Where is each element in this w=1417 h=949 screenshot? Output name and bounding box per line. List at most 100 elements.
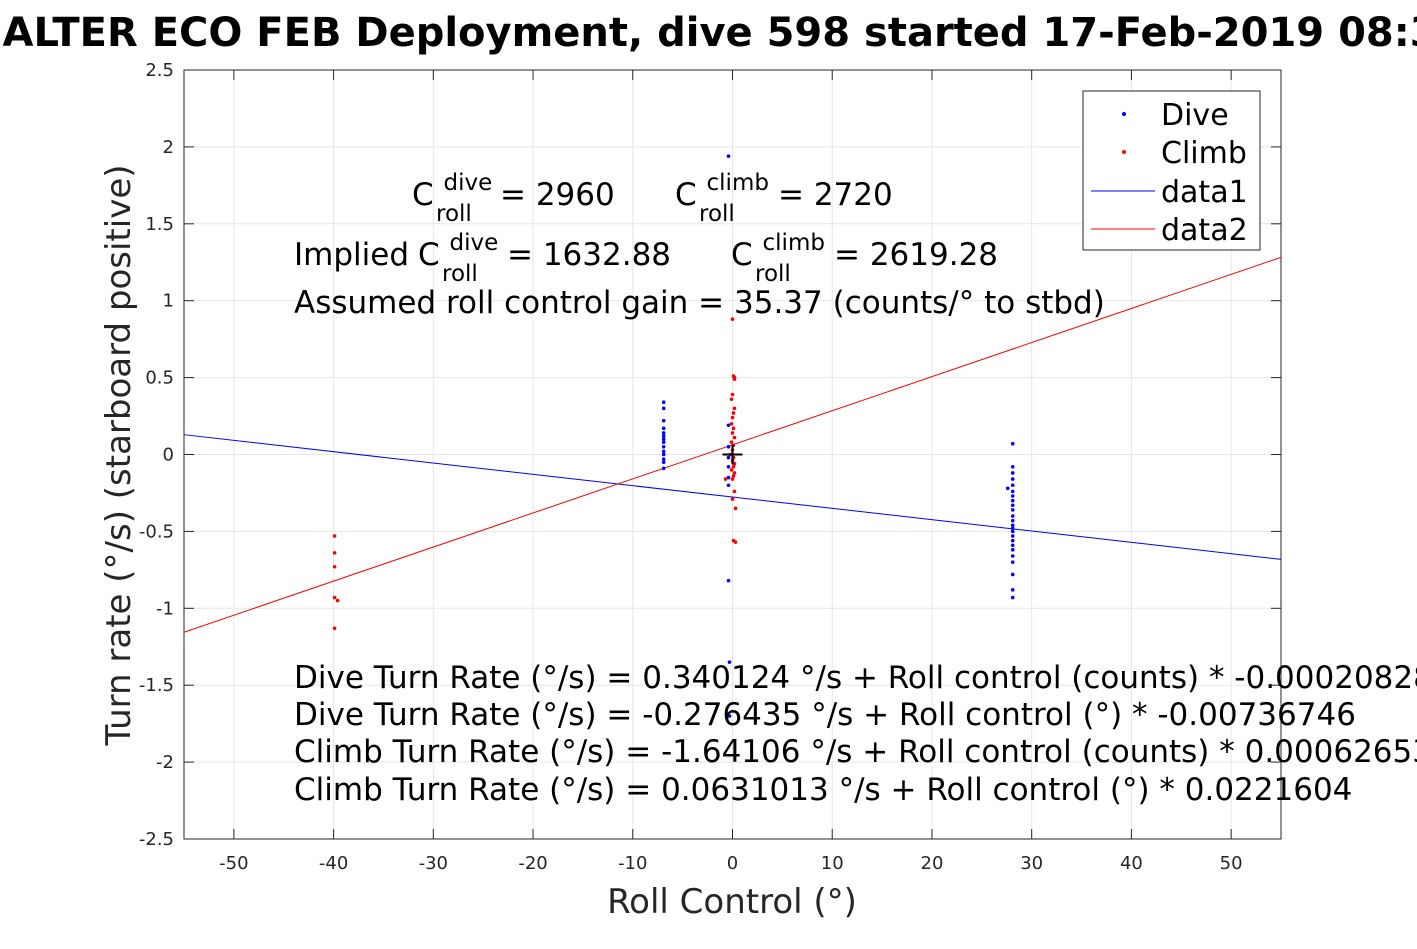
- point-dive: [1010, 588, 1015, 592]
- point-dive: [661, 460, 666, 464]
- point-dive: [661, 445, 666, 449]
- point-dive: [1010, 471, 1015, 475]
- point-dive: [661, 434, 666, 438]
- point-dive: [1010, 498, 1015, 503]
- point-climb: [730, 392, 735, 397]
- point-dive: [1010, 514, 1015, 518]
- point-climb: [733, 540, 738, 544]
- implied-prefix: Implied: [294, 237, 419, 273]
- fit-line-data1: [183, 434, 1282, 560]
- c-climb-implied-annotation: C climb roll = 2619.28: [731, 222, 998, 289]
- point-dive: [726, 475, 731, 480]
- point-dive: [661, 440, 666, 444]
- point-dive: [1010, 554, 1015, 558]
- point-climb: [332, 551, 337, 555]
- y-tick-label: 1.5: [145, 214, 174, 235]
- point-climb: [729, 421, 734, 426]
- c-dive-set-sup: dive: [444, 170, 493, 196]
- y-tick-label: 0: [163, 445, 174, 466]
- point-dive: [1005, 486, 1010, 491]
- gain-annotation: Assumed roll control gain = 35.37 (count…: [294, 285, 1105, 321]
- c-climb-implied-sub: roll: [755, 261, 791, 287]
- c-climb-set-sup: climb: [707, 170, 769, 196]
- legend-dive-label: Dive: [1161, 98, 1229, 133]
- point-dive: [1010, 489, 1015, 494]
- c-climb-set-sub: roll: [699, 201, 735, 227]
- fit-equation-climb-degrees: Climb Turn Rate (°/s) = 0.0631013 °/s + …: [294, 772, 1352, 808]
- y-tick-label: -2: [156, 752, 174, 773]
- point-dive: [726, 455, 731, 460]
- y-tick-label: 2: [163, 137, 174, 158]
- point-dive: [726, 578, 731, 583]
- point-dive: [1010, 595, 1015, 600]
- c-climb-implied-sup: climb: [763, 230, 825, 256]
- point-dive: [661, 426, 666, 431]
- c-climb-set-value: = 2720: [778, 177, 893, 213]
- point-dive: [661, 452, 666, 457]
- point-dive: [661, 400, 666, 405]
- legend-climb-swatch: [1122, 150, 1126, 154]
- chart-title: SG ALTER ECO FEB Deployment, dive 598 st…: [0, 10, 1417, 56]
- point-dive: [1010, 477, 1015, 481]
- c-dive-implied-value: = 1632.88: [507, 237, 671, 273]
- x-tick-label: -50: [219, 853, 248, 874]
- y-tick-label: -0.5: [139, 521, 174, 542]
- point-dive: [1010, 441, 1015, 446]
- point-dive: [661, 457, 666, 461]
- point-dive: [1010, 538, 1015, 543]
- c-climb-set-base: C: [675, 177, 697, 213]
- y-tick-label: -1: [156, 598, 174, 619]
- c-dive-implied-sub: roll: [442, 261, 478, 287]
- c-dive-set-value: = 2960: [500, 177, 615, 213]
- x-tick-label: -10: [618, 853, 647, 874]
- implied-annotation: Implied C dive roll = 1632.88: [294, 222, 671, 289]
- point-climb: [731, 465, 736, 469]
- point-dive: [726, 154, 731, 158]
- point-dive: [1010, 543, 1015, 548]
- fit-equation-dive-counts: Dive Turn Rate (°/s) = 0.340124 °/s + Ro…: [294, 660, 1417, 696]
- point-dive: [726, 423, 731, 428]
- point-dive: [1010, 523, 1015, 528]
- axes-box: [183, 69, 1282, 840]
- c-climb-set-annotation: C climb roll = 2720: [675, 162, 893, 229]
- x-tick-label: 40: [1120, 853, 1143, 874]
- x-tick-label: -20: [518, 853, 547, 874]
- x-tick-label: 50: [1220, 853, 1243, 874]
- point-dive: [661, 431, 666, 435]
- point-dive: [661, 437, 666, 441]
- point-climb: [732, 406, 737, 411]
- point-climb: [723, 477, 728, 481]
- point-dive: [1010, 503, 1015, 508]
- c-climb-implied-base: C: [731, 237, 753, 273]
- point-climb: [732, 375, 737, 380]
- legend-climb-label: Climb: [1161, 136, 1247, 171]
- point-climb: [332, 626, 337, 631]
- point-dive: [726, 483, 731, 488]
- x-tick-label: 0: [727, 853, 738, 874]
- y-tick-label: 0.5: [145, 368, 174, 389]
- c-dive-implied-base: C: [418, 237, 440, 273]
- point-dive: [1010, 483, 1015, 488]
- y-tick-label: -2.5: [139, 829, 174, 850]
- point-dive: [1010, 526, 1015, 531]
- point-climb: [730, 415, 735, 420]
- y-axis-title: Turn rate (°/s) (starboard positive): [99, 164, 139, 746]
- c-dive-set-base: C: [412, 177, 434, 213]
- legend-data2-label: data2: [1161, 213, 1248, 248]
- y-tick-label: -1.5: [139, 675, 174, 696]
- x-axis-title: Roll Control (°): [607, 882, 857, 922]
- point-climb: [733, 506, 738, 511]
- x-tick-label: -30: [419, 853, 448, 874]
- point-dive: [1010, 560, 1015, 564]
- point-climb: [730, 431, 735, 435]
- x-tick-label: -40: [319, 853, 348, 874]
- point-climb: [332, 595, 337, 600]
- point-climb: [332, 534, 337, 538]
- point-climb: [732, 435, 737, 440]
- point-dive: [727, 660, 732, 664]
- point-dive: [1010, 791, 1015, 795]
- point-climb: [732, 471, 737, 475]
- center-marker: [722, 444, 743, 465]
- point-climb: [732, 461, 737, 466]
